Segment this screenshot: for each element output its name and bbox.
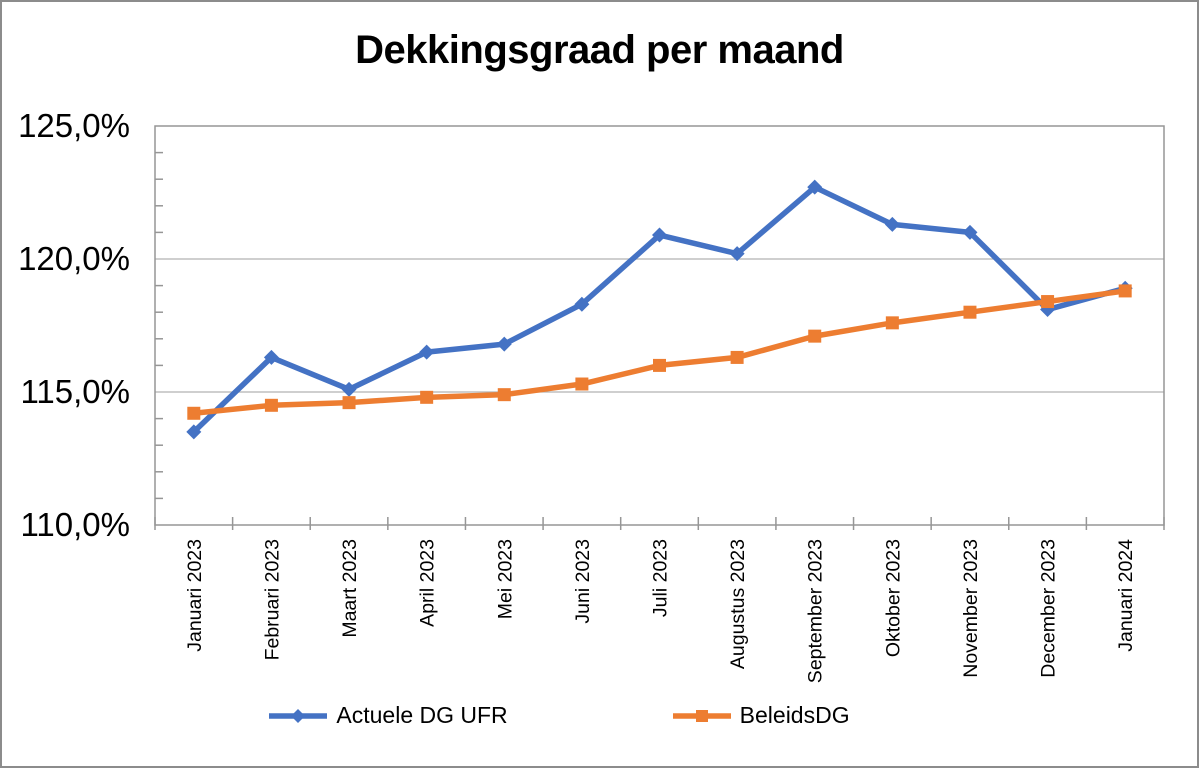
legend: Actuele DG UFR BeleidsDG [2, 702, 1157, 729]
x-axis-label: Januari 2024 [1115, 539, 1137, 652]
marker-diamond [291, 708, 306, 723]
x-axis-label: Juli 2023 [650, 539, 672, 617]
marker-square [575, 377, 589, 391]
plot-area-border [154, 125, 1165, 526]
series-line-beleidsdg [191, 288, 1128, 417]
x-axis-label: Mei 2023 [494, 539, 516, 619]
marker-square [497, 388, 511, 402]
legend-line-square-icon [672, 709, 731, 722]
legend-label: BeleidsDG [739, 702, 850, 728]
marker-diamond [884, 216, 900, 232]
y-axis-label: 110,0% [21, 506, 130, 543]
marker-square [1041, 295, 1055, 309]
x-axis-label: December 2023 [1038, 539, 1060, 678]
x-axis-label: Oktober 2023 [882, 539, 904, 657]
marker-square [695, 709, 708, 722]
x-axis-label: Januari 2023 [184, 539, 206, 652]
marker-square [187, 406, 201, 420]
x-axis-label: November 2023 [960, 539, 982, 678]
y-axis-label: 120,0% [18, 240, 130, 277]
marker-square [420, 390, 434, 404]
legend-label: Actuele DG UFR [336, 702, 508, 728]
marker-square [342, 396, 356, 410]
marker-diamond [341, 381, 357, 397]
marker-diamond [807, 179, 823, 195]
marker-diamond [962, 224, 978, 240]
marker-diamond [263, 349, 279, 365]
marker-diamond [652, 227, 667, 243]
marker-square [653, 358, 666, 372]
marker-square [885, 316, 899, 330]
legend-item-beleidsdg: BeleidsDG [672, 702, 850, 729]
marker-square [730, 350, 744, 364]
marker-square [1118, 284, 1132, 298]
x-axis-label: April 2023 [417, 539, 439, 627]
y-axis-label: 115,0% [21, 373, 130, 410]
marker-diamond [186, 424, 202, 440]
marker-square [963, 305, 977, 319]
y-axis-label: 125,0% [18, 107, 130, 144]
marker-square [264, 398, 278, 412]
marker-diamond [419, 344, 435, 360]
x-axis-label: Juni 2023 [572, 539, 594, 624]
x-axis-label: September 2023 [805, 539, 827, 683]
x-axis-label: Augustus 2023 [727, 539, 749, 669]
marker-diamond [496, 336, 512, 352]
chart-title: Dekkingsgraad per maand [355, 28, 844, 72]
marker-diamond [574, 296, 590, 312]
marker-square [808, 329, 822, 343]
x-axis-label: Februari 2023 [261, 539, 283, 660]
x-axis-label: Maart 2023 [339, 539, 361, 638]
marker-diamond [729, 246, 745, 262]
legend-line-diamond-icon [269, 708, 328, 723]
legend-item-actuele-dg-ufr: Actuele DG UFR [269, 702, 508, 729]
